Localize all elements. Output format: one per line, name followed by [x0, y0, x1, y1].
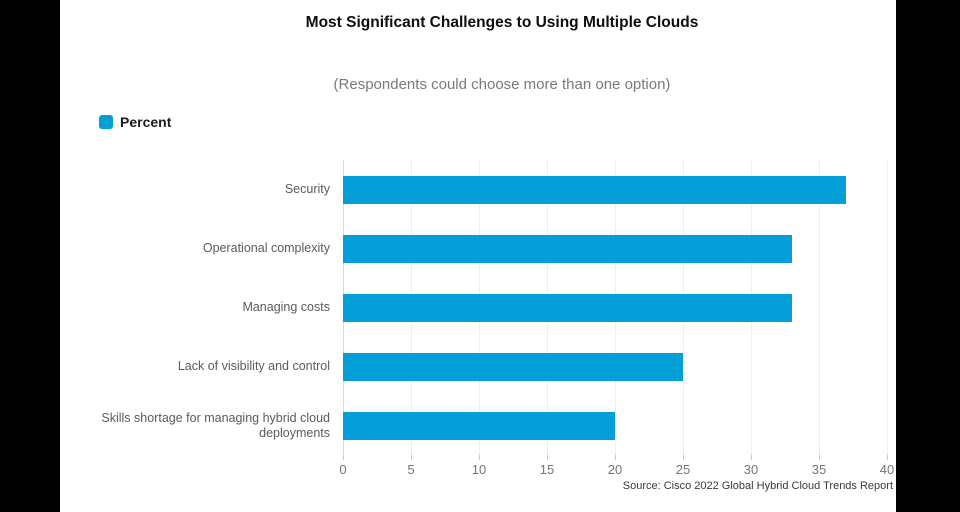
bar-operational-complexity: [343, 234, 792, 263]
bar-managing-costs: [343, 293, 792, 322]
x-tick-label: 20: [607, 462, 623, 477]
axis-tick-mark: [751, 455, 752, 460]
x-tick-label: 30: [743, 462, 759, 477]
x-tick-label: 15: [539, 462, 555, 477]
category-label: Lack of visibility and control: [177, 359, 330, 374]
x-tick-label: 10: [471, 462, 487, 477]
source-note: Source: Cisco 2022 Global Hybrid Cloud T…: [622, 480, 893, 492]
axis-tick-mark: [547, 455, 548, 460]
bar-security: [343, 175, 847, 204]
gridline: [819, 160, 820, 455]
category-label: Skills shortage for managing hybrid clou…: [101, 411, 330, 440]
x-tick-label: 25: [675, 462, 691, 477]
bar-skills-shortage-for-managing-h: [343, 411, 615, 440]
axis-tick-mark: [343, 455, 344, 460]
x-tick-label: 5: [407, 462, 415, 477]
x-tick-label: 40: [879, 462, 895, 477]
axis-tick-mark: [479, 455, 480, 460]
chart-canvas: Most Significant Challenges to Using Mul…: [60, 0, 896, 512]
bar-lack-of-visibility-and-control: [343, 352, 683, 381]
x-tick-label: 0: [339, 462, 347, 477]
chart-title: Most Significant Challenges to Using Mul…: [305, 14, 699, 31]
category-label: Security: [284, 182, 330, 197]
axis-tick-mark: [683, 455, 684, 460]
axis-tick-mark: [819, 455, 820, 460]
axis-tick-mark: [411, 455, 412, 460]
x-tick-label: 35: [811, 462, 827, 477]
legend-swatch-icon: [99, 115, 113, 129]
chart-subtitle: (Respondents could choose more than one …: [333, 76, 671, 93]
category-label: Operational complexity: [202, 241, 330, 256]
legend-item-percent[interactable]: Percent: [99, 114, 171, 130]
axis-tick-mark: [887, 455, 888, 460]
category-label: Managing costs: [242, 300, 330, 315]
legend-label: Percent: [120, 114, 172, 130]
gridline: [887, 160, 888, 455]
axis-tick-mark: [615, 455, 616, 460]
